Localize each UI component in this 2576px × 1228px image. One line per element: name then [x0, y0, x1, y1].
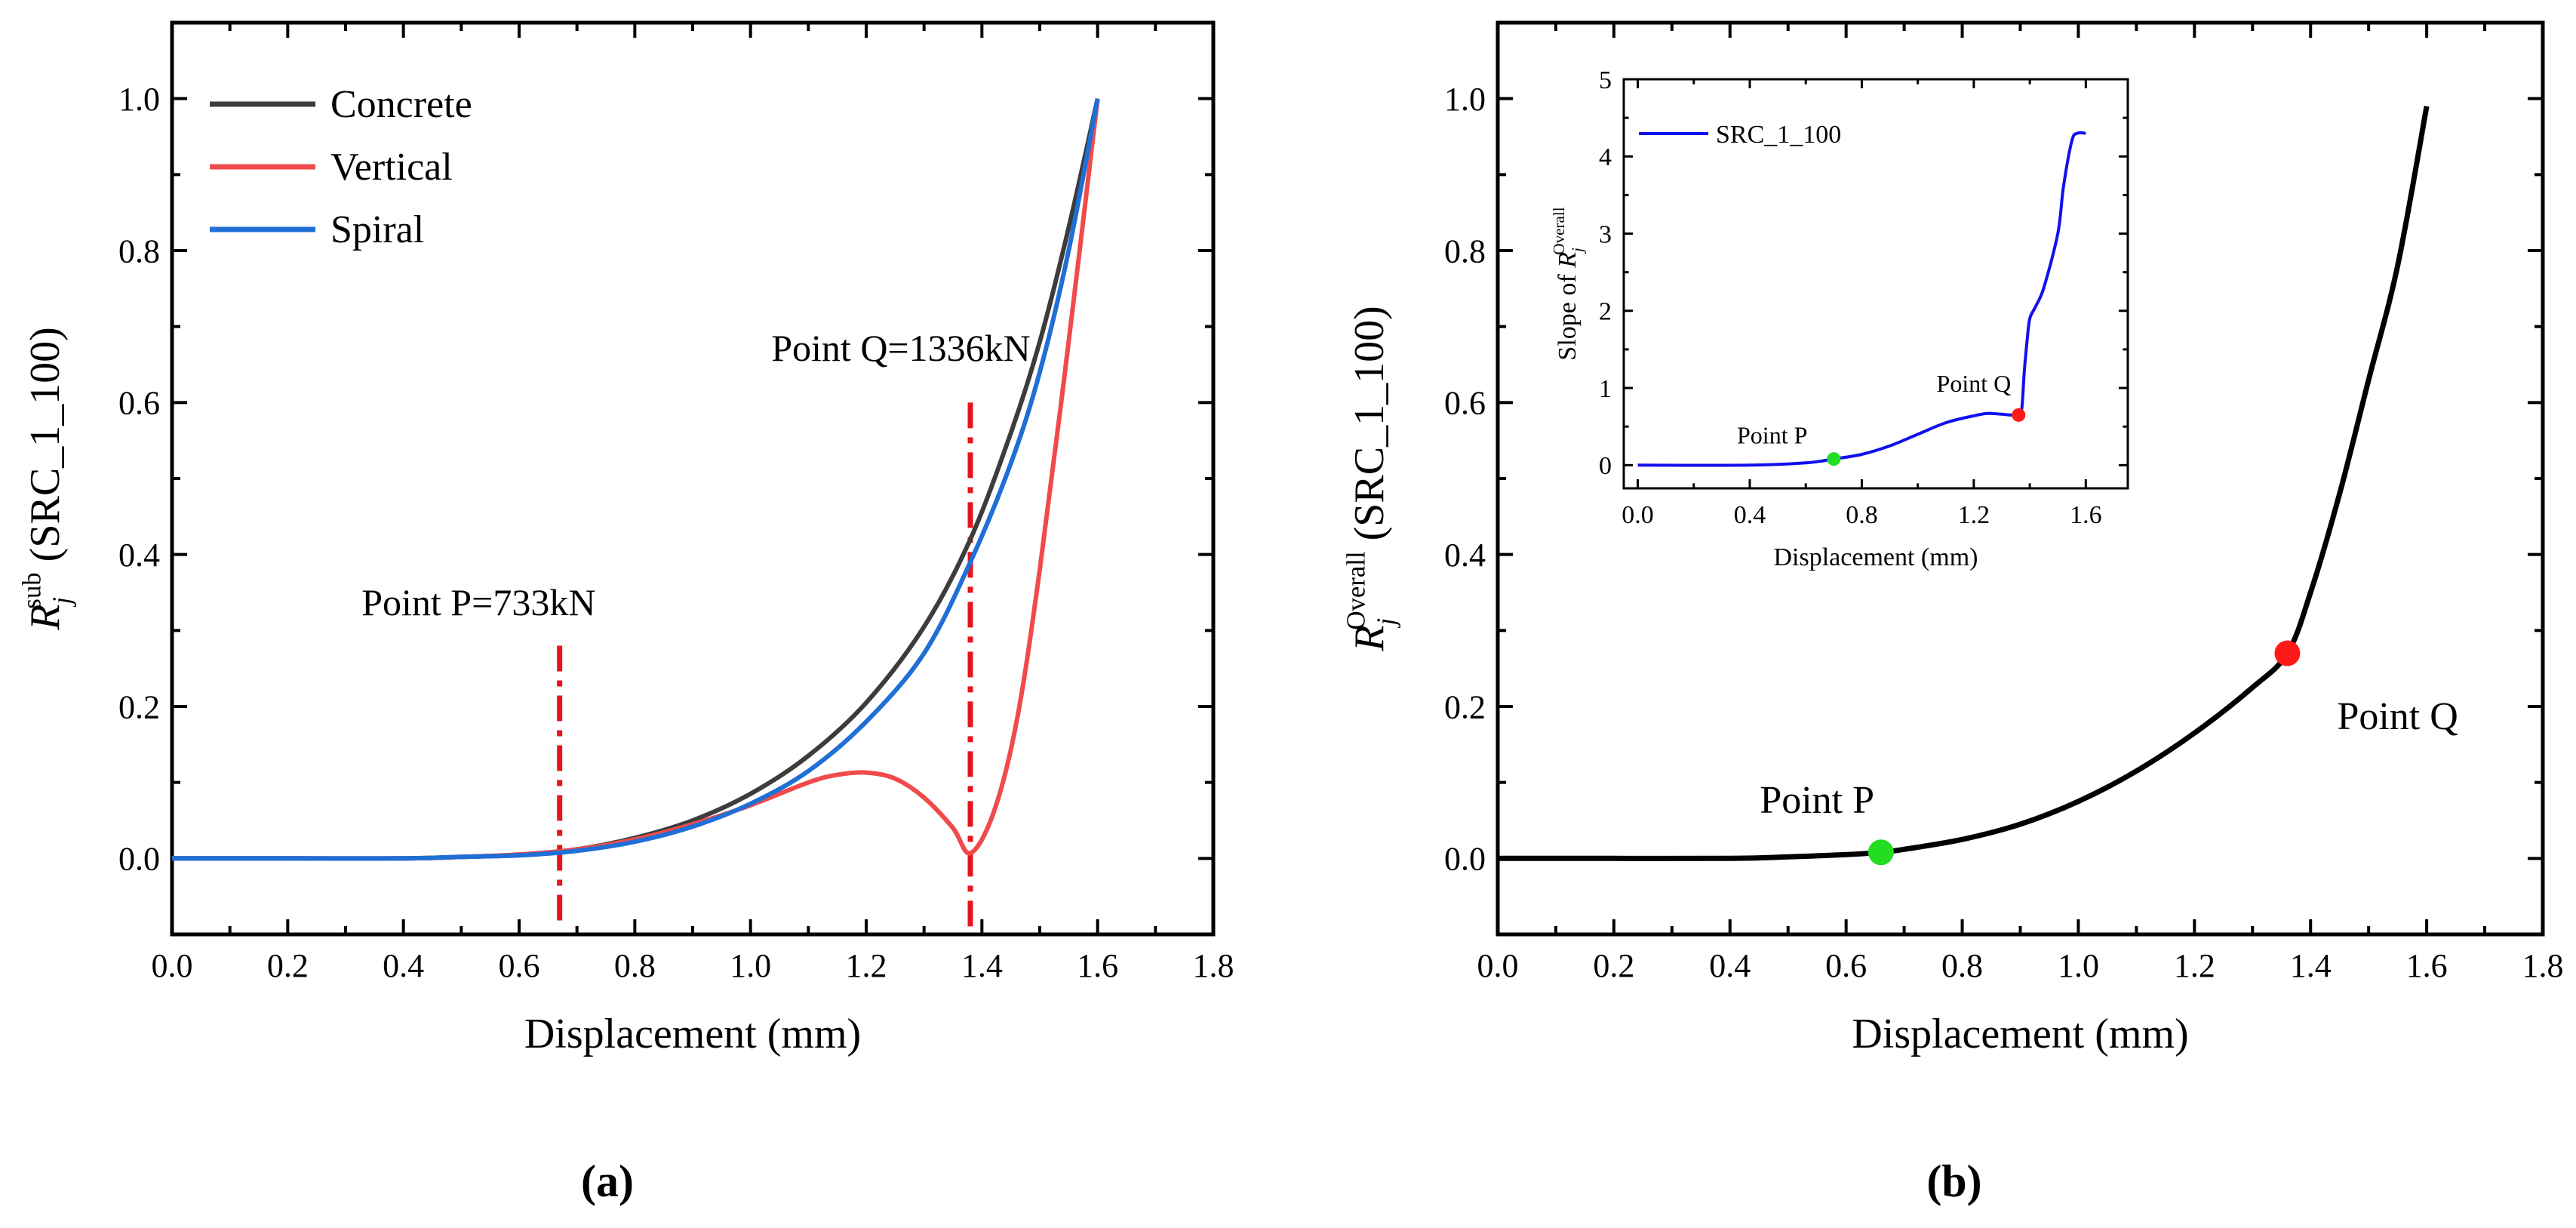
inset-y-tick-label: 2 [1599, 298, 1612, 326]
panel-a-label: (a) [581, 1156, 634, 1206]
a-x-tick-label: 1.6 [1077, 947, 1118, 984]
inset-x-tick-label: 1.2 [1958, 501, 1990, 529]
inset-y-tick-label: 3 [1599, 220, 1612, 248]
panel-b-label: (b) [1926, 1156, 1981, 1206]
a-y-axis-label: Rjsub (SRC_1_100) [17, 327, 76, 631]
inset-legend-label: SRC_1_100 [1716, 121, 1841, 149]
b-x-axis-label: Displacement (mm) [1852, 1011, 2188, 1057]
b-x-tick-label: 1.6 [2406, 947, 2448, 984]
inset-point-label-p: Point P [1737, 422, 1807, 449]
b-main-curve [1497, 106, 2430, 861]
a-series-vertical [171, 98, 1100, 861]
b-y-label-sub: j [1372, 618, 1401, 629]
b-y-tick-label: 0.2 [1444, 688, 1486, 725]
a-annotation-label-p: Point P=733kN [361, 581, 595, 623]
b-y-tick-label: 0.6 [1444, 385, 1486, 422]
a-x-tick-label: 0.6 [499, 947, 540, 984]
a-legend-label-vertical: Vertical [330, 146, 453, 189]
inset-marker-q [2012, 408, 2026, 422]
b-x-tick-label: 0.6 [1825, 947, 1867, 984]
b-y-label-sup: Overall [1341, 551, 1370, 629]
inset-y-label-sup: Overall [1550, 207, 1568, 254]
inset-y-label-sub: j [1569, 248, 1587, 254]
inset-x-tick-label: 0.4 [1734, 501, 1766, 529]
a-x-tick-label: 1.4 [961, 947, 1003, 984]
b-point-label-p: Point P [1760, 779, 1874, 822]
panel-b: 0.0 0.2 0.4 0.6 0.8 1.0 1.2 1.4 1.6 1.80.00.20.40… [1341, 20, 2564, 1057]
inset-y-tick-label: 0 [1599, 452, 1612, 480]
b-x-tick-label: 1.2 [2174, 947, 2215, 984]
a-legend-label-spiral: Spiral [330, 208, 424, 251]
inset-x-axis-label: Displacement (mm) [1774, 543, 1978, 571]
a-x-tick-label: 1.0 [730, 947, 771, 984]
inset-x-tick-label: 1.6 [2070, 501, 2102, 529]
inset-x-tick-label: 0.0 [1622, 501, 1654, 529]
a-y-label-rest: (SRC_1_100) [22, 327, 69, 572]
panel-a: 0.0 0.2 0.4 0.6 0.8 1.0 1.2 1.4 1.6 1.8 0.0 0.2 0.4 0… [17, 20, 1234, 1057]
inset-plot-frame [1622, 78, 2129, 490]
b-marker-q [2274, 640, 2301, 666]
inset-y-tick-label: 4 [1599, 143, 1612, 171]
inset-marker-p [1827, 452, 1841, 466]
a-y-tick-label: 0.4 [118, 537, 160, 574]
a-legend-label-concrete: Concrete [330, 83, 472, 126]
inset-x-tick-label: 0.8 [1846, 501, 1878, 529]
a-annotation-label-q: Point Q=1336kN [771, 327, 1031, 369]
b-y-label-rest: (SRC_1_100) [1346, 306, 1393, 551]
a-series-concrete [171, 98, 1100, 861]
b-x-tick-label: 0.8 [1941, 947, 1983, 984]
a-y-label-sub: j [48, 597, 77, 608]
b-y-axis-label: RjOverall (SRC_1_100) [1341, 306, 1400, 652]
b-y-label-symbol: R [1346, 626, 1393, 652]
inset-y-label-text: Slope of [1554, 268, 1582, 361]
a-x-tick-label: 0.0 [152, 947, 193, 984]
inset-point-label-q: Point Q [1937, 370, 2012, 397]
b-y-tick-label: 1.0 [1444, 81, 1486, 118]
b-y-tick-label: 0.4 [1444, 537, 1486, 574]
inset-y-tick-label: 5 [1599, 66, 1612, 94]
a-y-label-sup: sub [17, 572, 46, 608]
a-y-label-symbol: R [22, 605, 69, 631]
b-y-tick-label: 0.0 [1444, 841, 1486, 878]
a-x-tick-label: 1.2 [846, 947, 887, 984]
a-x-tick-label: 1.8 [1193, 947, 1234, 984]
a-x-tick-label: 0.4 [383, 947, 424, 984]
b-inset: 0.0 0.4 0.8 1.2 1.6 0 1 2 3 4 5 Displacement (mm) Sl… [1550, 66, 2129, 571]
a-y-tick-label: 1.0 [118, 81, 160, 118]
b-x-tick-label: 0.4 [1709, 947, 1751, 984]
a-series-spiral [171, 98, 1100, 861]
b-marker-p [1867, 839, 1894, 866]
a-y-tick-label: 0.8 [118, 232, 160, 269]
inset-y-tick-label: 1 [1599, 375, 1612, 403]
b-x-tick-label: 1.4 [2290, 947, 2332, 984]
b-y-tick-label: 0.8 [1444, 232, 1486, 269]
a-plot-frame [170, 20, 1216, 937]
b-x-tick-label: 0.0 [1477, 947, 1519, 984]
a-x-tick-label: 0.8 [614, 947, 656, 984]
a-y-tick-label: 0.0 [118, 841, 160, 878]
b-plot-frame [1495, 20, 2545, 937]
a-y-tick-label: 0.6 [118, 385, 160, 422]
b-x-tick-label: 1.8 [2522, 947, 2564, 984]
a-x-tick-label: 0.2 [267, 947, 309, 984]
b-x-tick-label: 1.0 [2058, 947, 2099, 984]
b-point-label-q: Point Q [2337, 695, 2458, 738]
b-x-tick-label: 0.2 [1593, 947, 1634, 984]
inset-y-label-symbol: R [1554, 252, 1582, 269]
a-y-tick-label: 0.2 [118, 688, 160, 725]
inset-y-axis-label: Slope of RjOverall [1550, 207, 1586, 360]
a-x-axis-label: Displacement (mm) [524, 1011, 861, 1057]
